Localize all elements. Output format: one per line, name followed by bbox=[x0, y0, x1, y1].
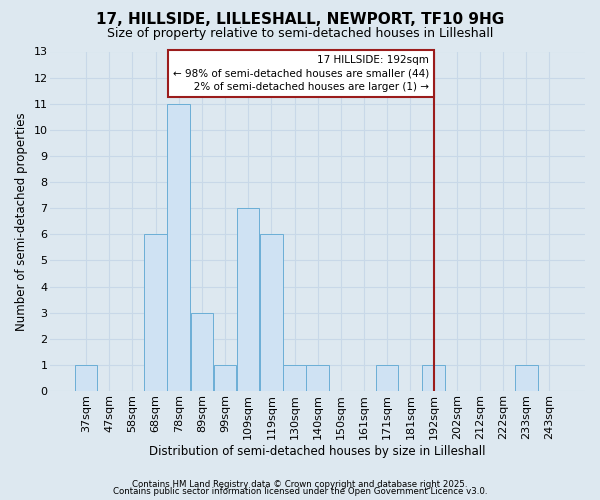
Bar bbox=[214, 365, 236, 391]
Y-axis label: Number of semi-detached properties: Number of semi-detached properties bbox=[15, 112, 28, 330]
Bar bbox=[191, 312, 213, 391]
Text: 17 HILLSIDE: 192sqm
← 98% of semi-detached houses are smaller (44)
   2% of semi: 17 HILLSIDE: 192sqm ← 98% of semi-detach… bbox=[173, 56, 429, 92]
Text: Contains public sector information licensed under the Open Government Licence v3: Contains public sector information licen… bbox=[113, 488, 487, 496]
Bar bbox=[515, 365, 538, 391]
Bar bbox=[167, 104, 190, 391]
X-axis label: Distribution of semi-detached houses by size in Lilleshall: Distribution of semi-detached houses by … bbox=[149, 444, 486, 458]
Bar bbox=[237, 208, 259, 391]
Bar bbox=[283, 365, 306, 391]
Bar bbox=[144, 234, 167, 391]
Bar bbox=[307, 365, 329, 391]
Bar bbox=[376, 365, 398, 391]
Bar bbox=[75, 365, 97, 391]
Text: Contains HM Land Registry data © Crown copyright and database right 2025.: Contains HM Land Registry data © Crown c… bbox=[132, 480, 468, 489]
Text: Size of property relative to semi-detached houses in Lilleshall: Size of property relative to semi-detach… bbox=[107, 28, 493, 40]
Bar bbox=[260, 234, 283, 391]
Bar bbox=[422, 365, 445, 391]
Text: 17, HILLSIDE, LILLESHALL, NEWPORT, TF10 9HG: 17, HILLSIDE, LILLESHALL, NEWPORT, TF10 … bbox=[96, 12, 504, 28]
